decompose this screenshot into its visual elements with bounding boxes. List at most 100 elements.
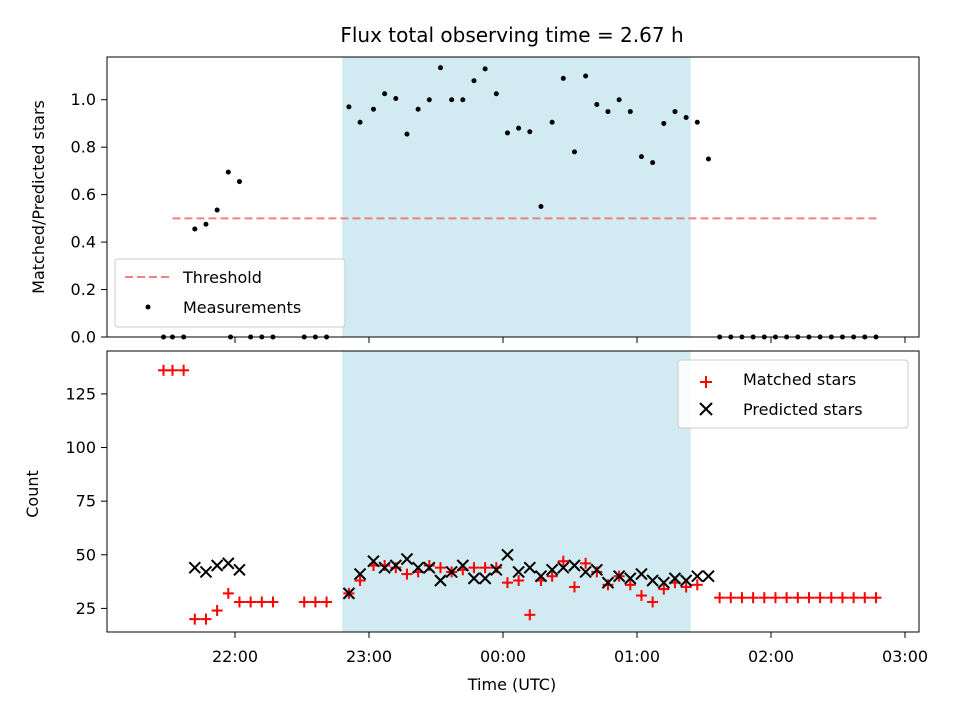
predicted-star-point <box>210 559 224 572</box>
predicted-star-point <box>445 565 458 579</box>
measurement-point <box>214 207 220 213</box>
measurement-point <box>460 97 466 103</box>
measurement-point <box>357 119 363 125</box>
matched-star-point <box>423 560 435 572</box>
matched-star-point <box>714 592 726 604</box>
predicted-star-point <box>490 563 503 577</box>
predicted-star-point <box>624 572 637 585</box>
matched-star-point <box>557 555 569 567</box>
measurement-point <box>661 120 667 126</box>
matched-star-point <box>836 592 848 604</box>
y-tick-label: 75 <box>76 492 96 511</box>
measurement-point <box>437 65 443 71</box>
y-tick-label: 100 <box>65 438 96 457</box>
chart-title: Flux total observing time = 2.67 h <box>340 23 683 47</box>
bottom-y-ticks: 25 50 75 100 125 <box>65 384 107 618</box>
measurement-point <box>583 73 589 79</box>
legend-predicted-swatch <box>699 402 713 416</box>
y-tick-label: 0.6 <box>71 185 96 204</box>
predicted-star-point <box>400 552 414 566</box>
matched-star-point <box>736 592 748 604</box>
matched-star-point <box>354 575 366 587</box>
shaded-span-rect <box>342 57 691 337</box>
shaded-span-rect <box>342 351 691 632</box>
matched-star-point <box>568 581 580 593</box>
matched-star-point <box>680 581 692 593</box>
top-axes-frame <box>106 56 920 338</box>
matched-star-point <box>859 592 871 604</box>
predicted-star-point <box>501 548 514 561</box>
top-y-axis-label: Matched/Predicted stars <box>29 100 48 294</box>
predicted-star-point <box>568 559 581 572</box>
bottom-panel: 25 50 75 100 125 22:00 23:00 00:00 01:00 02:00 03… <box>23 350 928 694</box>
top-legend-frame <box>114 258 346 328</box>
matched-star-point <box>321 596 333 608</box>
legend-matched-swatch <box>700 376 712 388</box>
y-tick-label: 0.8 <box>71 138 96 157</box>
legend-measurements-label: Measurements <box>183 298 301 317</box>
matched-star-point <box>256 596 268 608</box>
measurement-point <box>415 106 421 112</box>
predicted-star-point <box>612 570 626 583</box>
matched-star-point <box>624 579 636 591</box>
matched-star-point <box>602 579 614 591</box>
predicted-star-point <box>199 565 213 579</box>
legend-measurements-swatch <box>145 304 151 310</box>
predicted-star-point <box>434 574 447 587</box>
matched-star-point <box>309 596 321 608</box>
predicted-star-point <box>367 555 380 568</box>
matched-star-point <box>501 577 513 589</box>
matched-star-point <box>267 596 279 608</box>
predicted-star-point <box>456 559 470 572</box>
y-tick-label: 0.0 <box>71 328 96 347</box>
predicted-star-point <box>188 561 202 574</box>
matched-star-point <box>658 583 670 595</box>
predicted-star-point <box>601 576 615 589</box>
predicted-star-point <box>342 587 356 600</box>
predicted-stars-points <box>188 548 715 600</box>
measurement-point <box>370 106 376 112</box>
matched-stars-points <box>158 364 882 625</box>
y-tick-label: 0.4 <box>71 233 96 252</box>
x-tick-label: 03:00 <box>882 647 928 666</box>
legend-threshold-label: Threshold <box>182 268 262 287</box>
predicted-star-point <box>635 567 648 581</box>
matched-star-point <box>803 592 815 604</box>
predicted-star-point <box>523 561 537 574</box>
matched-star-point <box>725 592 737 604</box>
bottom-legend: Matched stars Predicted stars <box>677 359 909 429</box>
predicted-star-point <box>512 565 525 579</box>
measurement-point <box>225 169 231 175</box>
matched-star-point <box>848 592 860 604</box>
bottom-y-axis-label: Count <box>23 470 42 518</box>
predicted-star-point <box>702 570 715 583</box>
measurement-point <box>638 154 644 160</box>
measurement-point <box>504 130 510 136</box>
matched-star-point <box>825 592 837 604</box>
measurement-point <box>694 119 700 125</box>
measurement-point <box>672 109 678 115</box>
measurement-point <box>449 97 455 103</box>
predicted-star-point <box>423 561 436 574</box>
measurement-point <box>236 179 242 185</box>
matched-star-point <box>635 590 647 602</box>
measurement-point <box>346 104 352 110</box>
bottom-legend-frame <box>677 359 909 429</box>
measurement-point <box>382 91 388 97</box>
legend-predicted-label: Predicted stars <box>743 400 863 419</box>
x-tick-label: 01:00 <box>614 647 660 666</box>
x-axis-label: Time (UTC) <box>467 675 556 694</box>
predicted-star-point <box>222 557 235 570</box>
top-legend: Threshold Measurements <box>114 258 346 328</box>
measurement-point <box>203 221 209 227</box>
matched-star-point <box>781 592 793 604</box>
predicted-star-point <box>378 561 391 574</box>
matched-star-point <box>200 613 212 625</box>
measurement-point <box>471 78 477 84</box>
y-tick-label: 1.0 <box>71 90 96 109</box>
measurement-point <box>627 109 633 115</box>
measurement-point <box>538 203 544 209</box>
matched-star-point <box>401 568 413 580</box>
predicted-star-point <box>389 559 403 572</box>
